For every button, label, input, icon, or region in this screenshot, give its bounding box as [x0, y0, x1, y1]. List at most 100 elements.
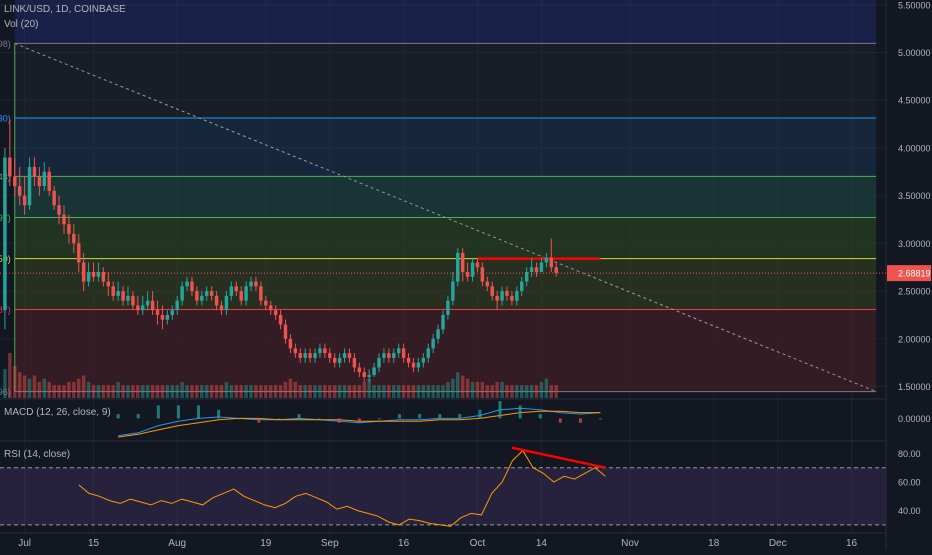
fib-level-label-1: 0.786(4.31430) [0, 113, 11, 123]
candle-body [436, 329, 440, 339]
candle-body [367, 375, 371, 378]
volume-bar [141, 385, 145, 398]
candle-body [111, 286, 115, 296]
current-price-tag [887, 265, 931, 282]
time-label-8: Nov [621, 538, 639, 549]
candle-body [278, 314, 283, 325]
candle-body [32, 167, 37, 177]
candle-body [239, 291, 243, 301]
macd-hist-bar [599, 418, 603, 420]
macd-hist-bar [578, 418, 582, 423]
macd-hist-bar [478, 409, 482, 419]
candle-body [460, 252, 465, 273]
fib-retracement-layer: 1(5.09498)0.786(4.31430)0.618(3.70143)0.… [0, 0, 877, 397]
time-label-11: 16 [846, 538, 858, 549]
candle-body [421, 357, 426, 363]
macd-hist-bar [136, 414, 140, 419]
macd-hist-bar [257, 418, 261, 423]
macd-hist-bar [217, 409, 221, 419]
candle-body [426, 348, 430, 358]
volume-bar [155, 385, 160, 398]
volume-bar [372, 385, 376, 398]
volume-bar [357, 385, 362, 398]
macd-hist-bar [518, 405, 522, 419]
candle-body [524, 272, 529, 282]
volume-bar [101, 385, 106, 398]
volume-bar [490, 385, 494, 398]
candle-body [27, 167, 32, 206]
candle-body [200, 295, 204, 301]
candle-body [160, 314, 165, 320]
volume-bar [86, 381, 91, 398]
candle-body [17, 186, 22, 196]
candle-body [470, 262, 475, 277]
macd-hist-bar [156, 405, 160, 419]
candle-body [431, 338, 435, 349]
candle-body [219, 305, 224, 311]
volume-bar [195, 385, 199, 398]
volume-bar [8, 353, 12, 398]
volume-bar [544, 378, 549, 398]
volume-bar [22, 375, 27, 398]
macd-hist-bar [197, 405, 201, 419]
candle-body [205, 291, 209, 296]
volume-bar [308, 385, 312, 398]
time-label-5: 16 [398, 538, 410, 549]
volume-bar [209, 385, 214, 398]
volume-bar [17, 372, 22, 398]
macd-title: MACD (12, 26, close, 9) [4, 407, 111, 418]
fib-zone-4 [14, 258, 877, 310]
candle-body [136, 305, 140, 311]
time-label-7: 14 [536, 538, 548, 549]
volume-bar [283, 381, 288, 398]
candle-body [214, 295, 219, 306]
candle-body [465, 272, 470, 277]
volume-bar [441, 385, 445, 398]
fib-zone-5 [14, 309, 877, 392]
candle-body [298, 353, 302, 358]
macd-hist-bar [116, 414, 120, 419]
candle-body [347, 353, 352, 358]
volume-bar [131, 385, 135, 398]
volume-bar [293, 381, 298, 398]
candle-body [495, 295, 499, 301]
volume-bar [382, 385, 386, 398]
candle-body [342, 353, 347, 358]
volume-bar [200, 385, 204, 398]
macd-hist-bar [418, 414, 422, 419]
volume-bar [426, 385, 430, 398]
volume-bar [185, 385, 189, 398]
volume-bar [77, 378, 81, 398]
rsi-title: RSI (14, close) [4, 449, 71, 460]
price-tick-6: 2.50000 [898, 287, 931, 297]
candle-body [106, 281, 111, 287]
candle-body [500, 291, 504, 301]
candle-body [165, 314, 170, 320]
volume-layer [3, 353, 558, 398]
volume-bar [244, 385, 248, 398]
volume-bar [268, 385, 273, 398]
volume-bar [190, 385, 194, 398]
volume-bar [91, 385, 96, 398]
candle-body [515, 291, 519, 301]
candle-body [244, 286, 248, 301]
volume-bar [332, 385, 337, 398]
macd-hist-bar [438, 414, 442, 419]
volume-bar [145, 385, 150, 398]
price-tick-8: 1.50000 [898, 382, 931, 392]
candle-body [185, 281, 189, 287]
volume-bar [377, 385, 381, 398]
price-tick-7: 2.00000 [898, 334, 931, 344]
candle-body [209, 291, 214, 296]
macd-hist-bar [317, 418, 321, 420]
volume-bar [411, 385, 416, 398]
price-tick-5: 3.00000 [898, 239, 931, 249]
candle-body [3, 157, 7, 311]
volume-bar [337, 385, 342, 398]
candle-body [446, 300, 450, 315]
candle-body [170, 310, 175, 315]
rsi-tick-0: 80.00 [898, 449, 921, 459]
candles-layer [3, 119, 558, 382]
